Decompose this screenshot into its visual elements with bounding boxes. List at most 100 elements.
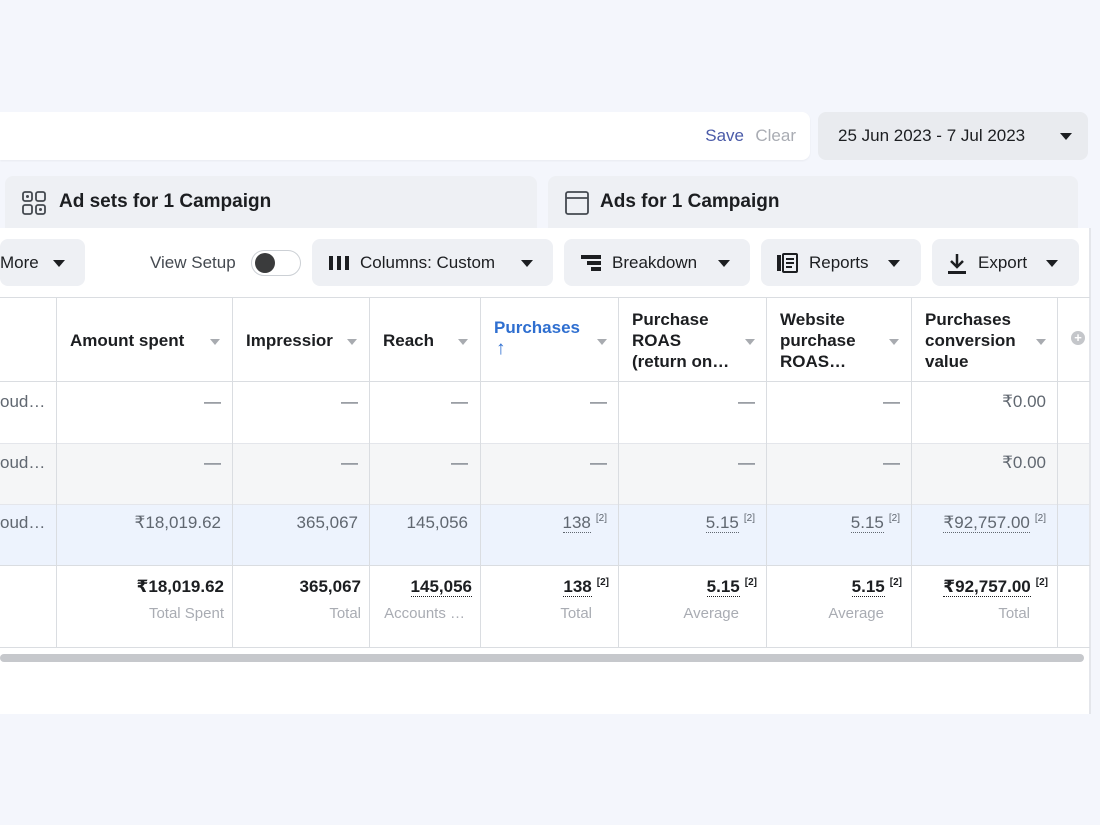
total-label: Average [683,605,739,622]
header-bottom-border [0,381,1090,382]
cell-website-roas[interactable]: 5.15 [2] [767,513,900,533]
attribution-marker: [2] [888,513,900,524]
row-name[interactable]: oud… [0,453,46,472]
row-name[interactable]: oud… [0,392,46,411]
total-purchase-roas[interactable]: 5.15 [2] [619,577,757,597]
total-label: Total Spent [148,605,224,622]
cell-purchases[interactable]: 138 [2] [481,513,607,533]
filter-bar[interactable]: Save Clear [0,112,810,160]
cell-value: ₹92,757.00 [943,513,1030,533]
breakdown-button-label: Breakdown [612,253,698,272]
total-website-roas[interactable]: 5.15 [2] [767,577,902,597]
totals-bottom-border [0,647,1090,648]
date-range-picker[interactable]: 25 Jun 2023 - 7 Jul 2023 [818,112,1088,160]
total-impressions: 365,067 [299,577,361,596]
column-divider [232,298,233,648]
column-header-impressions[interactable]: Impressior [233,298,369,382]
total-label: Total [560,605,592,622]
sort-caret-icon [745,339,755,345]
columns-button[interactable]: Columns: Custom [312,239,553,286]
column-header-label: conversion [925,331,1016,350]
ad-window-icon [565,191,589,215]
cell-value: 138 [562,513,591,533]
export-button[interactable]: Export [932,239,1079,286]
chevron-down-icon [718,260,730,267]
column-divider [911,298,912,648]
total-purchases[interactable]: 138 [2] [481,577,609,597]
sort-caret-icon [597,339,607,345]
cell-purchases: — [590,453,607,472]
cell-purchase-roas: — [738,392,755,411]
tab-ad-sets-label: Ad sets for 1 Campaign [59,191,272,212]
more-button[interactable]: More [0,239,85,286]
download-icon [948,254,966,274]
row-divider [0,504,1090,505]
sort-ascending-arrow-icon: ↑ [496,338,506,359]
column-divider [480,298,481,648]
add-column-icon[interactable]: + [1071,331,1085,345]
column-divider [1057,298,1058,648]
columns-button-label: Columns: Custom [360,253,496,272]
column-header-reach[interactable]: Reach [370,298,480,382]
panel-border [1089,228,1091,714]
column-header-label: (return on… [632,352,730,371]
cell-website-roas: — [883,453,900,472]
cell-conversion-value[interactable]: ₹92,757.00 [2] [912,513,1046,533]
attribution-marker: [2] [889,577,902,588]
save-filter-link[interactable]: Save [705,126,744,145]
column-header-website-purchase-roas[interactable]: Website purchase ROAS… [767,298,911,382]
adsets-grid-icon [22,191,46,215]
sort-caret-icon [889,339,899,345]
cell-amount-spent: — [204,392,221,411]
column-divider [369,298,370,648]
sort-caret-icon [347,339,357,345]
column-header-label: Reach [383,331,435,350]
table-row-bg [0,444,1089,504]
total-conversion-value[interactable]: ₹92,757.00 [2] [912,577,1048,597]
cell-reach: — [451,392,468,411]
cell-value: 5.15 [705,513,739,533]
total-value: 5.15 [851,577,885,597]
chevron-down-icon [53,260,65,267]
sort-caret-icon [210,339,220,345]
sort-caret-icon [1036,339,1046,345]
clear-filter-link[interactable]: Clear [755,126,796,145]
column-header-label: Purchases [494,318,580,337]
cell-reach: 145,056 [406,513,468,532]
chevron-down-icon [1060,133,1072,140]
tab-ads[interactable]: Ads for 1 Campaign [548,176,1078,230]
export-button-label: Export [978,253,1028,272]
totals-top-border [0,565,1090,566]
attribution-marker: [2] [744,577,757,588]
column-header-label: value [925,352,969,371]
total-reach[interactable]: 145,056 [370,577,472,597]
cell-purchase-roas[interactable]: 5.15 [2] [619,513,755,533]
table-top-border [0,297,1090,298]
date-range-label: 25 Jun 2023 - 7 Jul 2023 [838,126,1026,145]
tab-ad-sets[interactable]: Ad sets for 1 Campaign [5,176,537,230]
sort-caret-icon [458,339,468,345]
cell-impressions: — [341,392,358,411]
view-setup-toggle[interactable] [251,250,301,276]
column-header-label: ROAS [632,331,682,350]
cell-value: 5.15 [850,513,884,533]
attribution-marker: [2] [595,513,607,524]
cell-amount-spent: ₹18,019.62 [134,513,221,532]
table-row-bg-highlight [0,505,1089,565]
total-value: 5.15 [706,577,740,597]
total-value: ₹92,757.00 [943,577,1031,597]
total-value: 138 [563,577,592,597]
column-header-purchase-roas[interactable]: Purchase ROAS (return on… [619,298,766,382]
column-header-label: Amount spent [70,331,185,350]
horizontal-scrollbar[interactable] [0,654,1084,662]
column-divider [56,298,57,648]
column-header-purchases[interactable]: Purchases ↑ [481,298,618,382]
row-name[interactable]: oud… [0,513,46,532]
reports-button[interactable]: Reports [761,239,921,286]
total-label: Total [329,605,361,622]
total-value: 145,056 [410,577,472,597]
column-header-amount-spent[interactable]: Amount spent [57,298,232,382]
column-header-purchases-conversion-value[interactable]: Purchases conversion value [912,298,1057,382]
breakdown-button[interactable]: Breakdown [564,239,750,286]
cell-purchases: — [590,392,607,411]
